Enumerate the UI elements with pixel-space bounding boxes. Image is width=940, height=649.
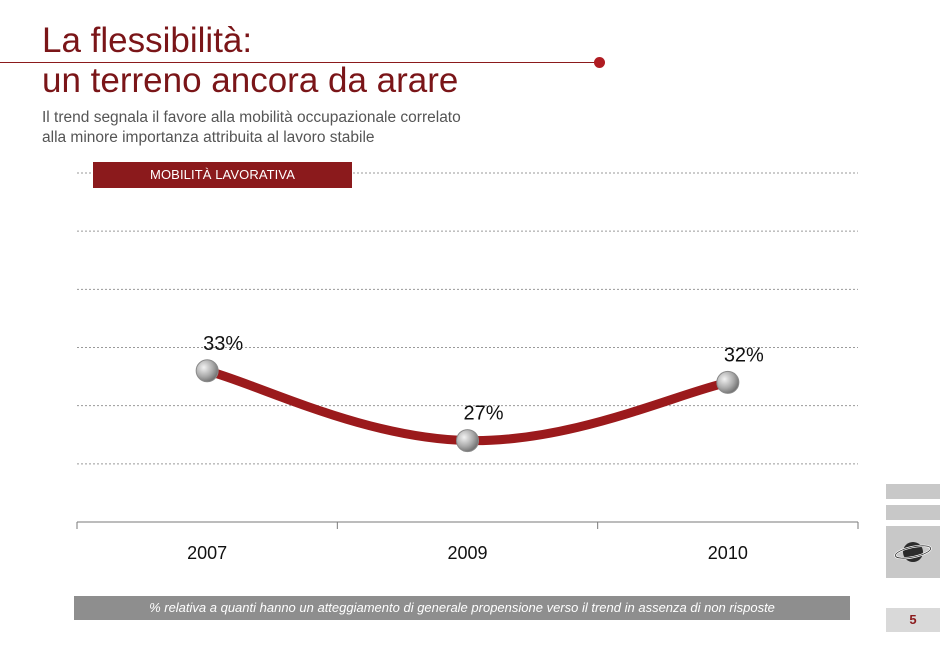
title-rule-dot bbox=[594, 57, 605, 68]
axis-layer: 2007 2009 2010 bbox=[76, 521, 859, 563]
subtitle-line-2: alla minore importanza attribuita al lav… bbox=[42, 129, 375, 146]
data-label: 27% bbox=[463, 403, 503, 425]
data-point-marker bbox=[456, 429, 479, 453]
data-point-marker bbox=[195, 359, 219, 383]
marker-layer bbox=[195, 359, 740, 453]
x-tick-label: 2009 bbox=[447, 543, 487, 563]
data-point-marker bbox=[716, 370, 740, 394]
x-tick-label: 2010 bbox=[708, 543, 748, 563]
label-layer: 33% 27% 32% bbox=[203, 333, 764, 425]
title-rule bbox=[0, 62, 596, 63]
side-decor-bar bbox=[886, 484, 940, 499]
side-logo-box bbox=[886, 526, 940, 578]
data-label: 33% bbox=[203, 333, 243, 355]
page-number: 5 bbox=[886, 608, 940, 632]
footnote: % relativa a quanti hanno un atteggiamen… bbox=[74, 596, 850, 620]
side-decor-bar bbox=[886, 505, 940, 520]
data-label: 32% bbox=[724, 344, 764, 366]
title-line-1: La flessibilità: bbox=[42, 21, 253, 60]
chart-title-badge: MOBILITÀ LAVORATIVA bbox=[93, 162, 352, 188]
title-line-2: un terreno ancora da arare bbox=[42, 61, 459, 100]
x-tick-label: 2007 bbox=[187, 543, 227, 563]
subtitle-line-1: Il trend segnala il favore alla mobilità… bbox=[42, 109, 461, 126]
planet-ring-icon bbox=[894, 542, 932, 562]
